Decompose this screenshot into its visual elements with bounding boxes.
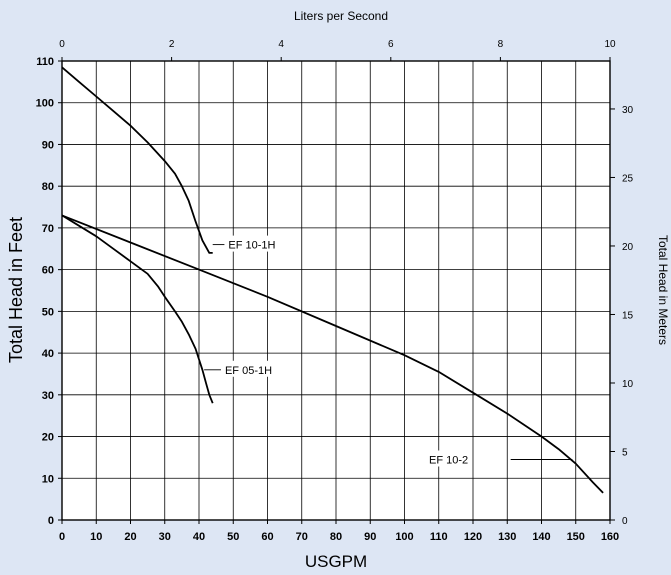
y-tick-label: 50 xyxy=(42,306,54,318)
top-tick-label: 4 xyxy=(278,39,284,50)
series-label: EF 10-2 xyxy=(429,454,468,466)
right-tick-label: 0 xyxy=(622,516,628,527)
series-line-1 xyxy=(61,214,214,404)
x-tick-label: 30 xyxy=(159,531,171,543)
right-tick-label: 15 xyxy=(622,310,634,321)
x-tick-label: 40 xyxy=(193,531,205,543)
x-tick-label: 80 xyxy=(330,531,342,543)
series-line-2 xyxy=(61,214,604,494)
series-label-background xyxy=(224,235,282,252)
series-label-background xyxy=(220,360,279,377)
right-tick-label: 20 xyxy=(622,242,634,253)
x-tick-label: 100 xyxy=(395,531,413,543)
y-tick-label: 70 xyxy=(42,223,54,235)
y-tick-label: 80 xyxy=(42,181,54,193)
right-tick-label: 10 xyxy=(622,379,634,390)
y-tick-label: 0 xyxy=(48,515,54,527)
top-tick-label: 2 xyxy=(169,39,175,50)
series-label: EF 05-1H xyxy=(225,365,272,377)
x-tick-label: 50 xyxy=(227,531,239,543)
y-tick-label: 10 xyxy=(42,473,54,485)
series-label-background xyxy=(420,450,473,467)
right-tick-label: 5 xyxy=(622,447,628,458)
x-tick-label: 70 xyxy=(296,531,308,543)
left-axis-title: Total Head in Feet xyxy=(6,217,26,363)
x-tick-label: 160 xyxy=(601,531,619,543)
x-tick-label: 110 xyxy=(430,531,448,543)
top-tick-label: 0 xyxy=(59,39,65,50)
top-tick-label: 10 xyxy=(604,39,616,50)
right-tick-label: 25 xyxy=(622,173,634,184)
x-tick-label: 120 xyxy=(464,531,482,543)
top-tick-label: 8 xyxy=(498,39,504,50)
y-tick-label: 100 xyxy=(36,98,54,110)
right-tick-label: 30 xyxy=(622,105,634,116)
series-line-0 xyxy=(61,66,213,254)
x-tick-label: 0 xyxy=(59,531,65,543)
y-tick-label: 60 xyxy=(42,265,54,277)
x-tick-label: 150 xyxy=(567,531,585,543)
top-tick-label: 6 xyxy=(388,39,394,50)
x-tick-label: 60 xyxy=(261,531,273,543)
x-tick-label: 140 xyxy=(532,531,550,543)
series-label: EF 10-1H xyxy=(228,240,275,252)
plot-area: 0 10 20 30 40 50 60 70 80 90 100 110 120 130 140 150 160… xyxy=(36,39,634,543)
y-tick-label: 20 xyxy=(42,432,54,444)
y-tick-label: 90 xyxy=(42,139,54,151)
x-tick-label: 10 xyxy=(90,531,102,543)
top-axis-title: Liters per Second xyxy=(294,9,388,23)
bottom-axis-title: USGPM xyxy=(305,552,367,571)
y-tick-label: 30 xyxy=(42,390,54,402)
y-tick-label: 40 xyxy=(42,348,54,360)
x-tick-label: 20 xyxy=(124,531,136,543)
x-tick-label: 130 xyxy=(498,531,516,543)
x-tick-label: 90 xyxy=(364,531,376,543)
y-tick-label: 110 xyxy=(36,56,54,68)
right-axis-title: Total Head in Meters xyxy=(656,235,670,345)
